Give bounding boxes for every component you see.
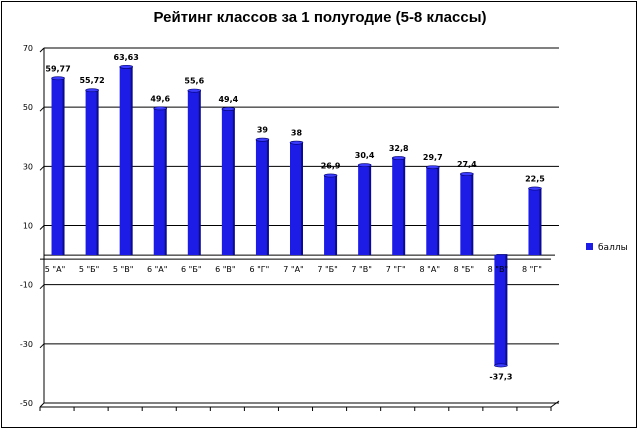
category-label: 6 "В" (215, 265, 235, 274)
category-label: 6 "Г" (249, 265, 269, 274)
category-label: 7 "Г" (386, 265, 406, 274)
data-label: 22,5 (525, 175, 545, 184)
bar (494, 255, 506, 366)
data-label: 63,63 (114, 53, 139, 62)
category-label: 8 "В" (488, 265, 508, 274)
category-label: 8 "Б" (454, 265, 474, 274)
data-label: 39 (257, 126, 269, 135)
y-tick-label: -30 (20, 340, 33, 349)
bar-cap (357, 163, 372, 168)
data-label: 29,7 (423, 153, 443, 162)
bar-cap (119, 64, 133, 69)
y-tick-label: 50 (23, 103, 33, 112)
category-label: 6 "Б" (181, 265, 201, 274)
category-label: 5 "А" (45, 265, 65, 274)
bar-cap (221, 107, 236, 111)
bar (187, 90, 199, 256)
y-tick-label: 30 (23, 162, 33, 171)
bar-cap (494, 363, 508, 368)
y-tick-label: -10 (20, 281, 33, 290)
data-label: 59,77 (45, 64, 70, 73)
chart-title: Рейтинг классов за 1 полугодие (5-8 клас… (153, 9, 487, 26)
bar (51, 78, 63, 256)
category-label: 7 "В" (351, 265, 371, 274)
data-label: 32,8 (389, 144, 409, 153)
bar (528, 188, 540, 256)
data-label: 55,6 (184, 77, 204, 86)
bottom-axis-corner (550, 400, 560, 408)
y-tick-label: 70 (23, 44, 33, 53)
bar-cap (187, 88, 202, 93)
y-tick-label: 10 (23, 222, 33, 231)
data-label: 38 (291, 129, 303, 138)
bar-cap (85, 88, 99, 93)
bar-cap (391, 156, 406, 160)
gridline-diagonal (39, 225, 45, 230)
data-label: 55,72 (79, 76, 104, 85)
category-label: 5 "В" (113, 265, 133, 274)
bar-cap (153, 106, 168, 111)
bar (221, 108, 233, 256)
bar-cap (289, 140, 304, 145)
bar (290, 142, 301, 256)
y-tick-label: -50 (20, 399, 33, 408)
gridline-diagonal (39, 47, 45, 53)
bar (85, 90, 97, 256)
data-label: 49,6 (150, 94, 170, 103)
bar-cap (528, 186, 542, 191)
bar (255, 139, 267, 256)
data-label: 49,4 (218, 95, 238, 104)
data-label: 30,4 (355, 151, 375, 160)
bar-cap (460, 172, 474, 176)
bar (358, 165, 370, 256)
bar-cap (323, 173, 338, 178)
data-label: 26,9 (321, 162, 341, 171)
category-label: 8 "А" (420, 265, 440, 274)
data-label: 27,4 (457, 160, 477, 169)
category-label: 7 "Б" (317, 265, 337, 274)
bar (153, 108, 165, 256)
category-label: 6 "А" (147, 265, 167, 274)
data-label: -37,3 (489, 372, 512, 381)
legend-label: баллы (598, 243, 628, 253)
gridline-diagonal (39, 165, 45, 171)
bar (426, 167, 438, 256)
gridline-diagonal (39, 402, 45, 408)
bar-cap (425, 165, 440, 170)
bar-cap (255, 137, 270, 142)
gridline-diagonal (39, 106, 45, 112)
bar (460, 174, 472, 256)
bar-cap (51, 76, 65, 81)
category-label: 8 "Г" (522, 265, 542, 274)
legend-swatch (586, 243, 593, 250)
bar (119, 66, 131, 256)
gridline-diagonal (39, 343, 45, 349)
bar (392, 158, 404, 256)
category-label: 5 "Б" (79, 265, 99, 274)
gridline-diagonal (39, 284, 45, 290)
bar (324, 175, 336, 256)
category-label: 7 "А" (283, 265, 303, 274)
